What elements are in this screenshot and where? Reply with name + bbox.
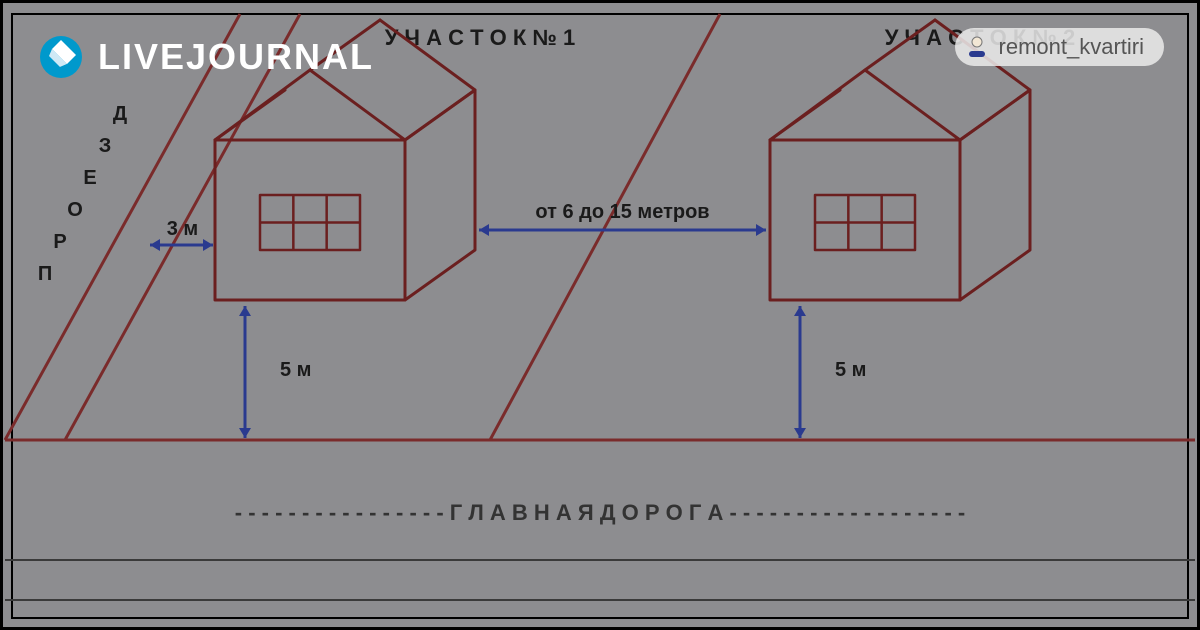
lj-header: LIVEJOURNAL [38, 34, 374, 80]
lj-logo-icon [38, 34, 84, 80]
user-name: remont_kvartiri [999, 34, 1144, 60]
svg-text:от 6 до 15 метров: от 6 до 15 метров [535, 201, 709, 223]
svg-text:Е: Е [83, 167, 96, 189]
svg-text:З: З [99, 135, 112, 157]
svg-text:П: П [38, 263, 52, 285]
svg-text:5 м: 5 м [280, 359, 311, 381]
svg-text:3 м: 3 м [167, 218, 198, 240]
lj-brand: LIVEJOURNAL [98, 36, 374, 78]
diagram: - - - - - - - - - - - - - - - - Г Л А В … [0, 0, 1200, 630]
svg-text:О: О [67, 199, 83, 221]
svg-text:5 м: 5 м [835, 359, 866, 381]
svg-text:- - - - - - - - - - - - - - -: - - - - - - - - - - - - - - - - Г Л А В … [235, 500, 965, 525]
svg-text:Д: Д [113, 103, 127, 125]
svg-text:Р: Р [53, 231, 66, 253]
user-pill[interactable]: remont_kvartiri [955, 28, 1164, 66]
avatar-icon [965, 35, 989, 59]
